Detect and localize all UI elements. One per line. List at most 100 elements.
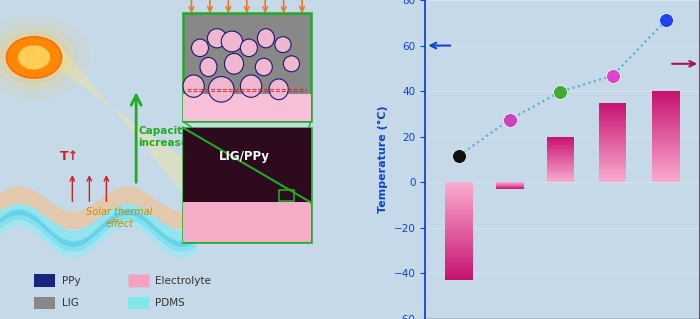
Bar [652, 109, 680, 110]
Bar [445, 272, 473, 273]
Bar [547, 170, 574, 171]
Bar [598, 165, 626, 166]
Circle shape [18, 45, 50, 70]
Bar [445, 243, 473, 245]
Bar [652, 114, 680, 115]
Bar [547, 163, 574, 164]
Bar [598, 163, 626, 164]
Bar [445, 226, 473, 227]
Bar [652, 172, 680, 173]
Bar [598, 166, 626, 167]
Bar [127, 297, 149, 309]
Bar [445, 279, 473, 280]
Bar [598, 161, 626, 162]
Bar [652, 161, 680, 162]
Bar [183, 94, 311, 121]
Bar [445, 259, 473, 261]
Bar [445, 256, 473, 257]
Ellipse shape [200, 57, 217, 77]
Bar [652, 180, 680, 181]
Bar [652, 129, 680, 130]
Bar [547, 156, 574, 157]
Bar [598, 128, 626, 129]
Text: LIG/PPy: LIG/PPy [218, 150, 270, 163]
Bar [598, 108, 626, 109]
Bar [547, 159, 574, 160]
Point [504, 117, 515, 122]
Bar [445, 227, 473, 229]
Bar [445, 182, 473, 183]
Bar [445, 187, 473, 189]
Bar [652, 121, 680, 122]
Bar [598, 170, 626, 171]
Bar [598, 112, 626, 113]
Bar [652, 175, 680, 177]
Bar [598, 150, 626, 152]
Bar [652, 142, 680, 144]
Bar [547, 181, 574, 182]
Bar [547, 144, 574, 145]
Bar [598, 160, 626, 161]
Bar [445, 211, 473, 212]
Bar [652, 167, 680, 169]
Bar [547, 160, 574, 161]
Bar [652, 158, 680, 160]
Bar [547, 145, 574, 146]
Point [607, 73, 618, 78]
Bar [547, 141, 574, 142]
Bar [445, 192, 473, 193]
Bar [547, 148, 574, 149]
Bar [598, 169, 626, 170]
Bar [445, 242, 473, 243]
Bar [547, 175, 574, 176]
Ellipse shape [225, 54, 244, 74]
Bar [652, 101, 680, 102]
Bar [652, 104, 680, 105]
Bar [598, 173, 626, 174]
Bar [652, 147, 680, 148]
Bar [547, 164, 574, 165]
Bar [652, 150, 680, 152]
Bar [547, 157, 574, 158]
Bar [652, 125, 680, 126]
Ellipse shape [256, 58, 272, 76]
Bar [547, 179, 574, 180]
Bar [547, 140, 574, 141]
Bar [652, 169, 680, 170]
Bar [445, 274, 473, 275]
Bar [547, 139, 574, 140]
Bar [598, 174, 626, 175]
Bar [445, 208, 473, 209]
Bar [445, 209, 473, 211]
Bar [445, 217, 473, 218]
Bar [445, 185, 473, 186]
Text: PDMS: PDMS [155, 298, 185, 308]
Bar [598, 175, 626, 176]
Bar [445, 261, 473, 262]
Bar [445, 265, 473, 267]
Bar [598, 147, 626, 148]
Ellipse shape [183, 75, 204, 97]
Bar [598, 104, 626, 105]
Bar [598, 114, 626, 115]
Bar [652, 110, 680, 112]
Bar [445, 218, 473, 219]
Bar [652, 144, 680, 145]
Bar [547, 176, 574, 177]
Bar [445, 246, 473, 247]
Bar [445, 262, 473, 263]
Bar [652, 96, 680, 97]
Bar [652, 155, 680, 156]
Bar [652, 179, 680, 180]
Bar [652, 164, 680, 165]
Bar [598, 105, 626, 106]
Bar [598, 124, 626, 125]
Bar [445, 251, 473, 252]
Bar [598, 152, 626, 153]
Bar [127, 274, 149, 287]
Bar [652, 178, 680, 179]
Bar [652, 139, 680, 140]
Bar [598, 140, 626, 141]
Bar [445, 237, 473, 239]
Bar [547, 173, 574, 174]
